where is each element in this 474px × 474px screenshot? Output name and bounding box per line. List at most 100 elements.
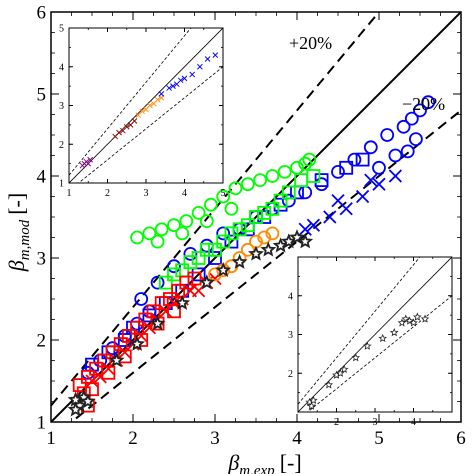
inset-bottom-right: 2 3 4 2 3 4: [288, 256, 453, 428]
y-tick-label: 4: [37, 167, 47, 188]
y-axis-label: βm,mod [-]: [4, 193, 33, 272]
data-point: [324, 380, 334, 389]
data-point: [208, 251, 222, 265]
data-point: [130, 230, 145, 245]
data-point: [339, 364, 349, 374]
data-point: [224, 201, 239, 216]
data-point: [150, 275, 165, 290]
data-point: [307, 401, 316, 410]
series-8: [67, 229, 314, 417]
series-0: [305, 312, 430, 410]
data-point: [208, 242, 222, 257]
y-tick-label: 4: [59, 62, 64, 73]
data-point: [388, 169, 403, 183]
x-tick-label: 1: [67, 188, 72, 199]
data-point: [170, 83, 176, 89]
x-tick-label: 6: [456, 428, 466, 449]
data-point: [404, 111, 419, 126]
data-point: [215, 261, 232, 278]
data-point: [298, 222, 312, 236]
data-point: [347, 152, 362, 167]
x-tick-label: 1: [46, 428, 56, 449]
y-axis-label-beta: β: [4, 260, 29, 272]
series-2: [135, 94, 165, 119]
data-point: [142, 308, 157, 323]
data-point: [306, 218, 321, 232]
data-point: [224, 234, 239, 249]
data-point: [183, 255, 198, 270]
data-point: [355, 152, 370, 167]
data-point: [158, 91, 165, 97]
y-tick-label: 3: [288, 330, 293, 341]
data-point: [85, 382, 99, 397]
y-tick-label: 3: [37, 249, 47, 270]
data-point: [323, 210, 337, 224]
data-point: [420, 314, 430, 323]
x-axis-label-beta: β: [227, 450, 239, 474]
data-point: [212, 52, 219, 58]
data-point: [302, 152, 317, 167]
data-point: [177, 77, 184, 84]
data-point: [216, 226, 231, 241]
data-point: [400, 144, 415, 159]
data-point: [167, 218, 181, 233]
plot-content: [51, 12, 461, 422]
data-point: [189, 71, 196, 78]
data-point: [265, 201, 280, 216]
data-point: [154, 296, 169, 311]
data-point: [166, 85, 172, 91]
data-point: [260, 241, 277, 257]
reference-line: [69, 28, 223, 183]
x-tick-label: 2: [105, 188, 110, 199]
reference-line: [69, 28, 192, 176]
data-point: [117, 333, 132, 347]
data-point: [159, 304, 173, 318]
reference-line: [77, 66, 223, 183]
data-point: [147, 102, 153, 109]
x-tick-label: 5: [221, 188, 226, 199]
reference-line: [51, 12, 381, 407]
data-point: [134, 333, 149, 347]
data-point: [171, 283, 186, 298]
data-point: [117, 349, 132, 364]
data-point: [181, 75, 188, 82]
data-point: [167, 259, 181, 274]
y-axis-label-unit: [-]: [4, 193, 29, 215]
data-point: [257, 205, 272, 220]
data-point: [191, 251, 206, 265]
data-point: [191, 267, 206, 282]
data-point: [253, 173, 268, 188]
y-tick-label: 2: [288, 369, 293, 380]
series-3: [130, 152, 317, 249]
data-point: [175, 226, 190, 241]
data-point: [129, 335, 146, 351]
series-0: [79, 156, 93, 169]
x-axis-label-sub: m,exp: [239, 463, 275, 474]
data-point: [297, 233, 314, 249]
data-point: [198, 274, 215, 290]
x-tick-label: 5: [374, 428, 384, 449]
data-point: [378, 333, 388, 343]
y-tick-label: 3: [59, 101, 64, 112]
data-point: [380, 128, 395, 142]
y-tick-label: 2: [59, 140, 64, 151]
data-point: [67, 401, 84, 417]
data-point: [281, 185, 296, 200]
x-axis-label-unit: [-]: [280, 450, 302, 474]
x-tick-label: 4: [411, 417, 416, 428]
data-point: [87, 156, 93, 163]
reference-line: [306, 295, 452, 412]
data-point: [298, 156, 313, 171]
data-point: [199, 214, 214, 229]
annotation-plus20: +20%: [289, 33, 332, 53]
x-tick-label: 3: [373, 417, 378, 428]
data-point: [216, 234, 231, 249]
data-point: [248, 245, 264, 261]
data-point: [154, 96, 161, 103]
series-2: [298, 169, 403, 236]
data-point: [183, 246, 198, 261]
data-point: [231, 253, 248, 269]
data-point: [134, 292, 149, 306]
x-tick-label: 4: [182, 188, 187, 199]
